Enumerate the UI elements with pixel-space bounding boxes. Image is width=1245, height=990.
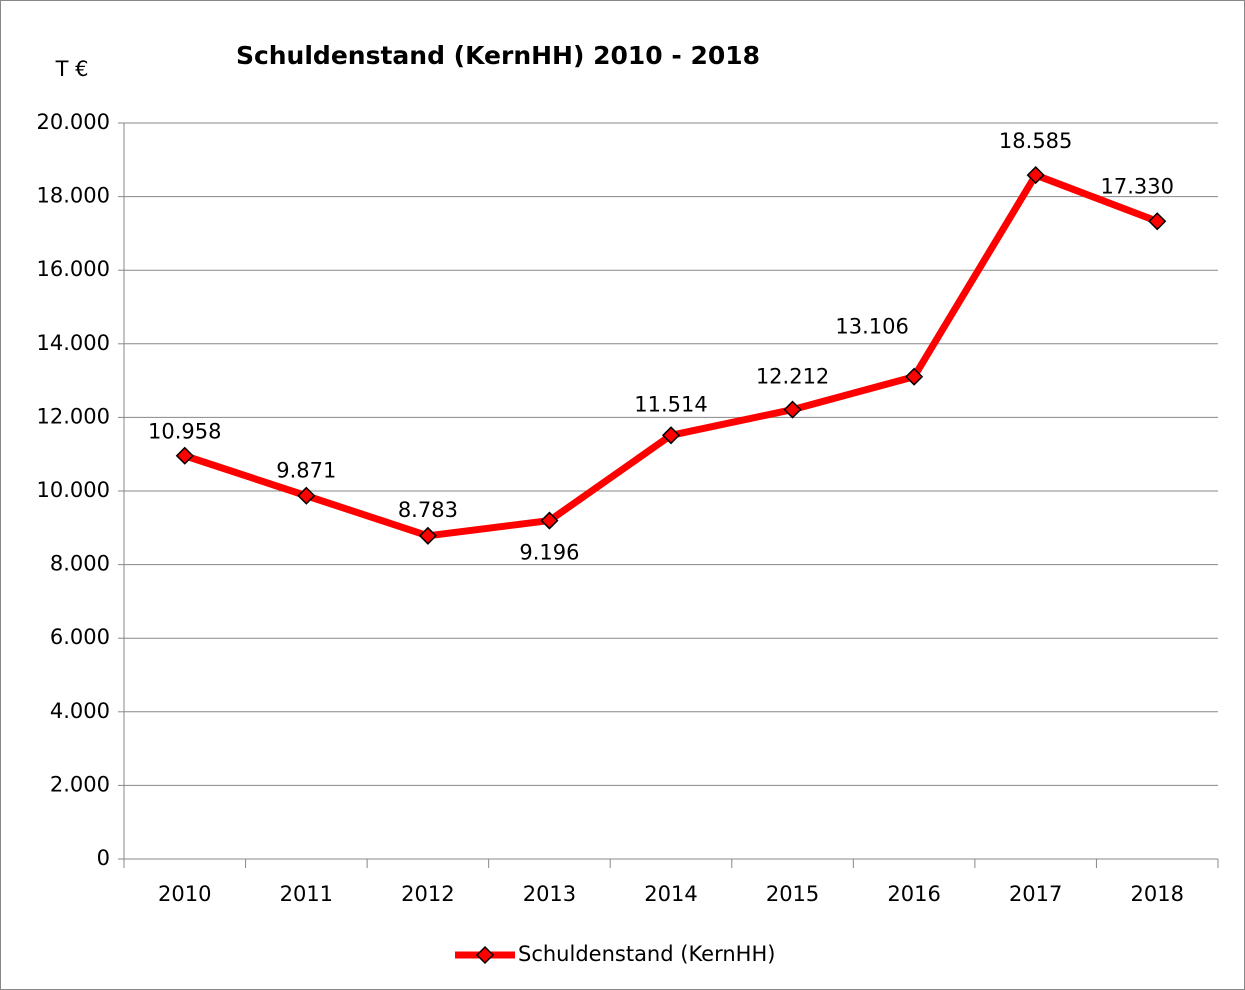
- data-point: [661, 426, 681, 445]
- y-tick-label: 12.000: [37, 404, 110, 428]
- data-point: [1148, 212, 1167, 231]
- data-point: [1026, 166, 1045, 185]
- y-tick-label: 6.000: [50, 625, 110, 649]
- data-label: 9.196: [519, 541, 579, 565]
- data-label: 13.106: [835, 315, 908, 339]
- x-tick-label: 2012: [401, 882, 454, 906]
- legend-label: Schuldenstand (KernHH): [518, 942, 775, 966]
- data-label: 8.783: [398, 498, 458, 522]
- y-tick-label: 18.000: [37, 184, 110, 208]
- data-point: [783, 400, 802, 419]
- data-point: [905, 367, 924, 386]
- data-point: [418, 526, 437, 545]
- legend-marker: [475, 945, 495, 965]
- y-tick-label: 16.000: [37, 257, 110, 281]
- x-tick-label: 2016: [887, 882, 940, 906]
- y-axis-label: T €: [55, 57, 89, 81]
- y-tick-label: 8.000: [50, 552, 110, 576]
- data-point: [175, 446, 194, 465]
- x-tick-label: 2017: [1009, 882, 1062, 906]
- data-point: [540, 511, 559, 530]
- y-tick-label: 0: [97, 846, 110, 870]
- data-label: 18.585: [999, 129, 1072, 153]
- data-label: 11.514: [634, 392, 707, 416]
- x-tick-label: 2010: [158, 882, 211, 906]
- x-tick-label: 2013: [523, 882, 576, 906]
- x-tick-label: 2018: [1130, 882, 1183, 906]
- y-tick-label: 14.000: [37, 331, 110, 355]
- data-label: 17.330: [1100, 174, 1173, 198]
- data-label: 10.958: [148, 420, 221, 444]
- y-tick-label: 20.000: [37, 110, 110, 134]
- data-label: 9.871: [276, 459, 336, 483]
- x-tick-label: 2014: [644, 882, 697, 906]
- data-point: [297, 486, 316, 505]
- y-tick-label: 4.000: [50, 699, 110, 723]
- x-tick-label: 2015: [766, 882, 819, 906]
- y-tick-label: 10.000: [37, 478, 110, 502]
- y-tick-label: 2.000: [50, 772, 110, 796]
- chart-title: Schuldenstand (KernHH) 2010 - 2018: [236, 41, 760, 70]
- x-tick-label: 2011: [280, 882, 333, 906]
- data-label: 12.212: [756, 365, 829, 389]
